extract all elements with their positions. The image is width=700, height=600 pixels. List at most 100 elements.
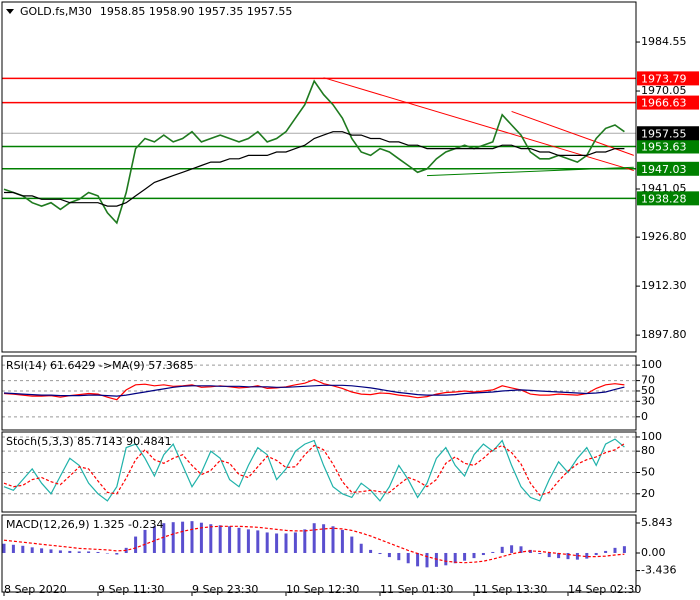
x-tick-label: 11 Sep 13:30	[474, 583, 547, 596]
panel	[2, 364, 636, 418]
histogram-bar	[2, 543, 6, 553]
trendline	[511, 110, 634, 156]
histogram-bar	[40, 548, 44, 553]
histogram-bar	[359, 543, 363, 553]
panel-title: RSI(14) 61.6429 ->MA(9) 57.3685	[6, 359, 194, 372]
x-tick-label: 9 Sep 11:30	[98, 583, 164, 596]
panel	[2, 77, 636, 225]
level-label: 1973.79	[641, 72, 687, 85]
histogram-bar	[293, 532, 297, 553]
histogram-bar	[547, 552, 551, 558]
panel	[2, 436, 636, 502]
y-tick-label: -3.436	[641, 564, 676, 577]
histogram-bar	[444, 552, 448, 566]
histogram-bar	[275, 533, 279, 553]
y-tick-label: 1926.80	[641, 230, 687, 243]
y-tick-label: 0	[641, 410, 648, 423]
histogram-bar	[87, 551, 91, 553]
level-label-box	[637, 95, 699, 110]
histogram-bar	[331, 526, 335, 553]
histogram-bar	[500, 546, 504, 553]
panel-frame	[1, 355, 637, 431]
histogram-bar	[162, 523, 166, 553]
histogram-bar	[11, 544, 15, 553]
histogram-bar	[77, 551, 81, 553]
histogram-bar	[322, 524, 326, 553]
histogram-bar	[557, 552, 561, 559]
panel-subtitle: 1958.85 1958.90 1957.35 1957.55	[100, 5, 292, 18]
y-tick-label: 30	[641, 394, 655, 407]
x-tick-label: 14 Sep 02:30	[568, 583, 641, 596]
y-tick-label: 70	[641, 374, 655, 387]
y-tick-label: 0.00	[641, 546, 666, 559]
panel-title: Stoch(5,3,3) 85.7143 90.4841	[6, 435, 172, 448]
level-label-box	[637, 71, 699, 86]
histogram-bar	[134, 536, 138, 553]
histogram-bar	[519, 546, 523, 553]
menu-triangle	[6, 9, 14, 14]
histogram-bar	[604, 550, 608, 553]
histogram-bar	[218, 525, 222, 553]
histogram-bar	[538, 552, 542, 555]
histogram-bar	[21, 545, 25, 553]
panel-title: MACD(12,26,9) 1.325 -0.234	[6, 518, 164, 531]
histogram-bar	[585, 552, 589, 559]
y-tick-label: 20	[641, 487, 655, 500]
x-tick-label: 10 Sep 12:30	[286, 583, 359, 596]
histogram-bar	[397, 552, 401, 561]
histogram-bar	[96, 551, 100, 553]
histogram-bar	[115, 552, 119, 555]
histogram-bar	[594, 552, 598, 556]
level-label-box	[637, 191, 699, 206]
histogram-bar	[199, 522, 203, 553]
series-line	[3, 438, 625, 502]
histogram-bar	[453, 552, 457, 564]
level-label-box	[637, 139, 699, 154]
histogram-bar	[387, 552, 391, 558]
trendline	[426, 166, 634, 177]
y-tick-label: 50	[641, 465, 655, 478]
panel-frame	[1, 1, 637, 353]
series-line	[3, 79, 625, 225]
level-label: 1953.63	[641, 140, 687, 153]
histogram-bar	[303, 529, 307, 553]
histogram-bar	[181, 521, 185, 553]
histogram-bar	[350, 536, 354, 553]
histogram-bar	[237, 527, 241, 553]
panel-title: GOLD.fs,M30	[20, 5, 92, 18]
histogram-bar	[378, 552, 382, 555]
histogram-bar	[566, 552, 570, 560]
y-tick-label: 1912.30	[641, 279, 687, 292]
last-price-box	[637, 126, 699, 141]
histogram-bar	[228, 526, 232, 553]
histogram-bar	[143, 529, 147, 553]
histogram-bar	[49, 549, 53, 553]
y-tick-label: 100	[641, 358, 662, 371]
x-tick-label: 11 Sep 01:30	[380, 583, 453, 596]
histogram-bar	[463, 552, 467, 561]
histogram-bar	[265, 532, 269, 553]
histogram-bar	[575, 552, 579, 560]
histogram-bar	[622, 546, 626, 553]
histogram-bar	[171, 522, 175, 553]
y-tick-label: 1984.55	[641, 35, 687, 48]
level-label: 1966.63	[641, 97, 687, 110]
series-line	[3, 525, 625, 564]
histogram-bar	[340, 529, 344, 553]
level-label-box	[637, 161, 699, 176]
series-line	[3, 384, 625, 397]
y-tick-label: 1970.05	[641, 84, 687, 97]
histogram-bar	[30, 547, 34, 553]
histogram-bar	[406, 552, 410, 564]
histogram-bar	[105, 552, 109, 554]
histogram-bar	[434, 552, 438, 567]
histogram-bar	[256, 530, 260, 553]
histogram-bar	[369, 549, 373, 553]
level-label: 1938.28	[641, 192, 687, 205]
histogram-bar	[510, 545, 514, 553]
y-tick-label: 50	[641, 384, 655, 397]
histogram-bar	[68, 550, 72, 553]
series-line	[4, 131, 625, 207]
